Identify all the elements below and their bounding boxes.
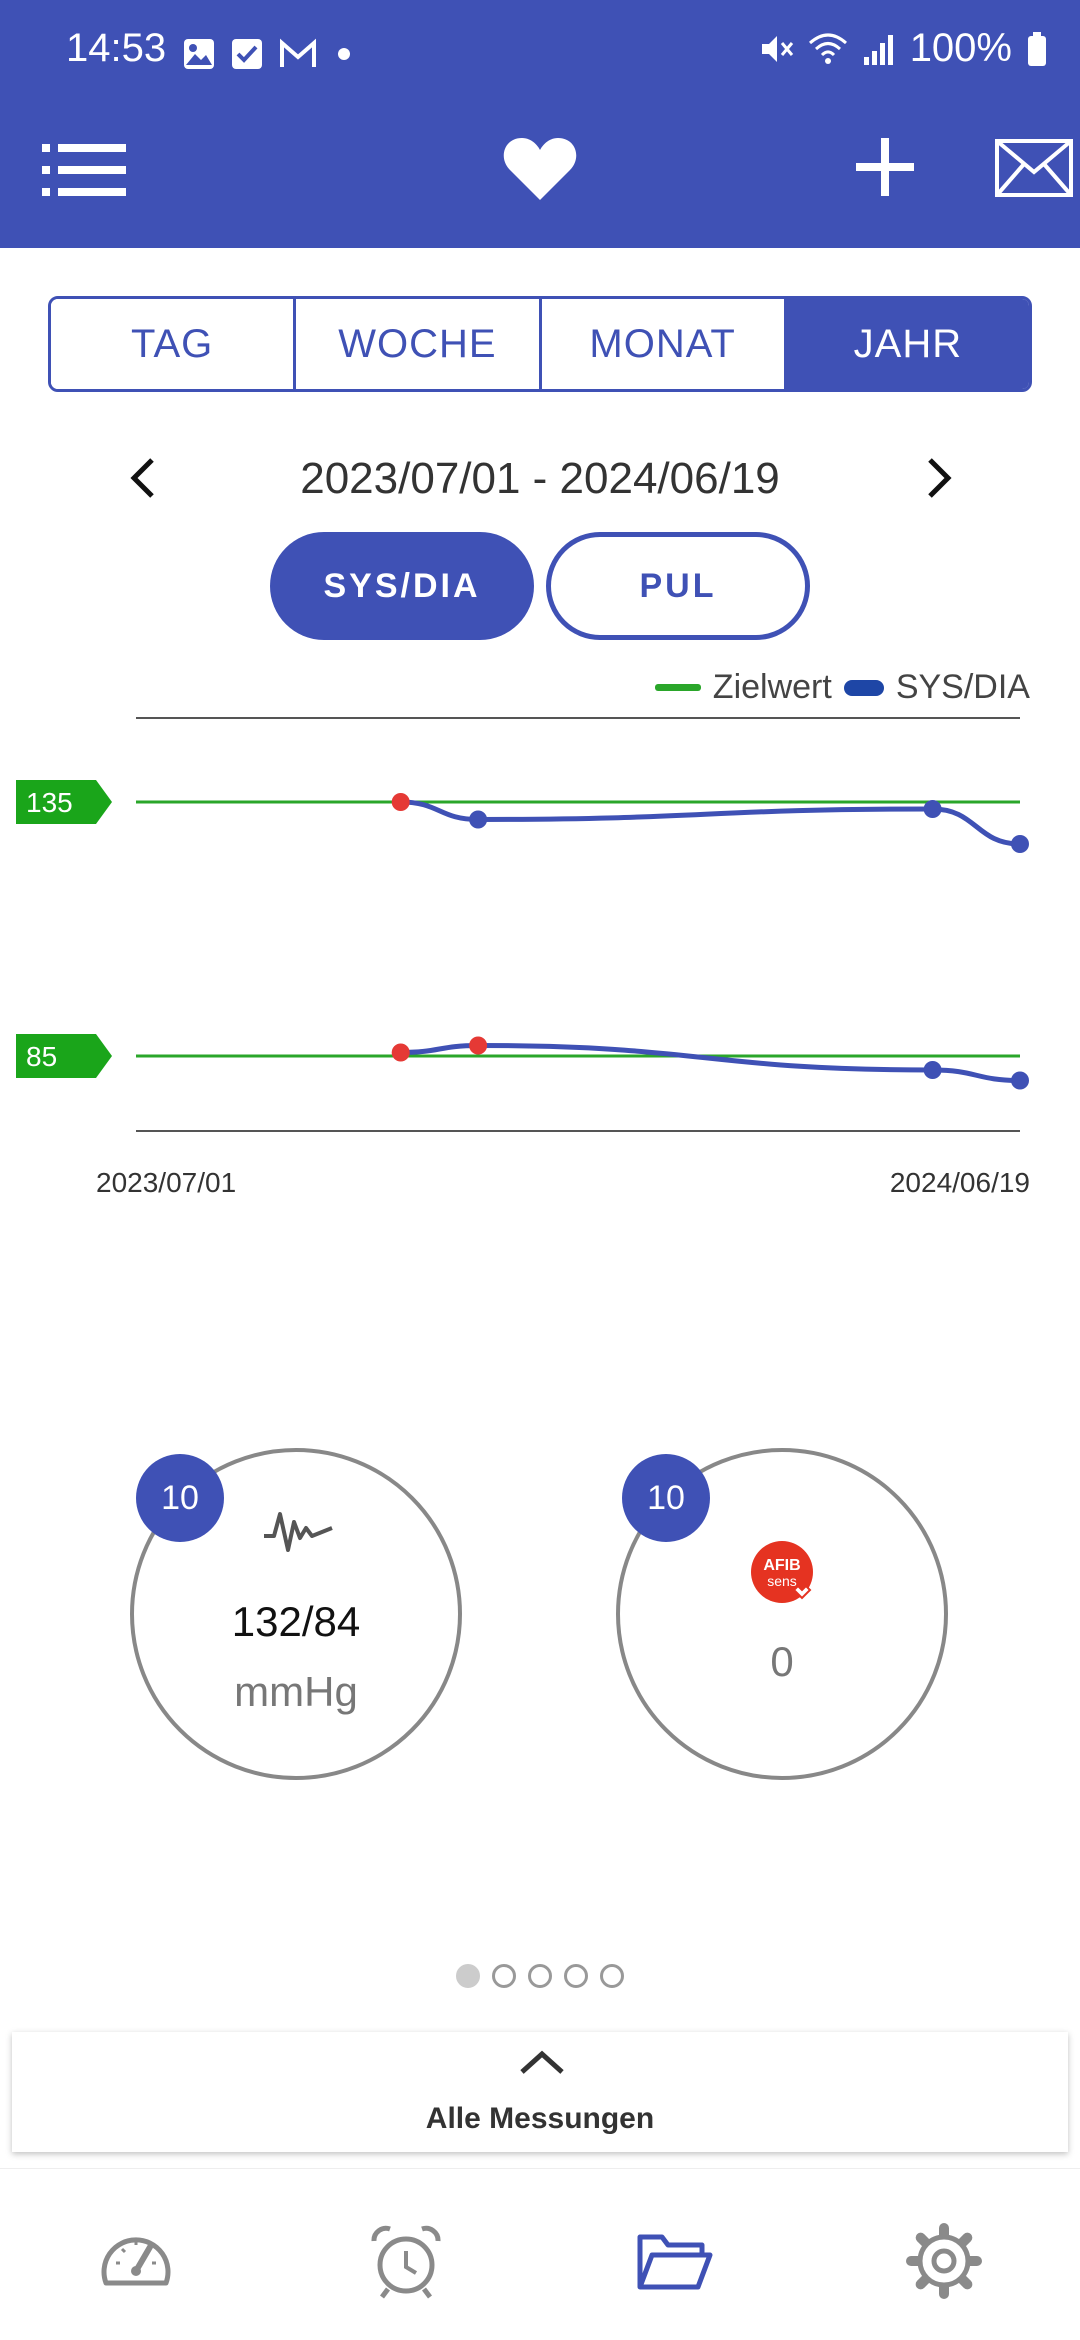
folder-icon[interactable]	[634, 2221, 714, 2301]
alarm-clock-icon[interactable]	[366, 2221, 446, 2301]
status-bar: 14:53 100%	[0, 0, 1080, 104]
tab-tag[interactable]: TAG	[51, 299, 297, 389]
pulse-wave-icon	[264, 1512, 333, 1552]
mail-icon[interactable]	[994, 138, 1074, 198]
target-tag	[16, 780, 112, 824]
signal-icon	[863, 34, 893, 65]
data-point	[391, 1043, 410, 1062]
gmail-icon	[280, 38, 316, 67]
target-tag-label: 85	[26, 1041, 57, 1072]
all-measurements-label[interactable]: Alle Messungen	[425, 2102, 655, 2135]
battery-icon	[1028, 31, 1046, 66]
page-dot[interactable]	[528, 1964, 552, 1988]
bottom-navigation	[0, 2168, 1080, 2340]
data-point	[469, 810, 488, 829]
target-tag-label: 135	[26, 787, 73, 818]
app-bar	[0, 104, 1080, 248]
legend-series-swatch	[843, 679, 884, 696]
add-icon[interactable]	[856, 138, 914, 196]
x-start-label: 2023/07/01	[96, 1167, 236, 1198]
data-point	[391, 793, 410, 811]
bp-summary-circle[interactable]	[130, 1448, 462, 1780]
tab-woche[interactable]: WOCHE	[296, 299, 542, 389]
x-end-label: 2024/06/19	[890, 1167, 1030, 1198]
afib-logo-top: AFIB	[763, 1557, 800, 1574]
page-dot[interactable]	[492, 1964, 516, 1988]
afib-value: 0	[770, 1638, 794, 1685]
data-point	[923, 800, 942, 818]
data-point	[923, 1061, 942, 1079]
wifi-icon	[808, 33, 847, 64]
legend-target-label: Zielwert	[712, 668, 832, 706]
page-dot[interactable]	[564, 1964, 588, 1988]
data-point	[469, 1036, 488, 1055]
status-notification-icons	[182, 34, 356, 74]
target-tag	[16, 1034, 112, 1078]
series-line-dia	[400, 1042, 1021, 1083]
bp-unit: mmHg	[234, 1668, 358, 1715]
data-point	[1011, 835, 1029, 853]
mute-icon	[761, 35, 793, 62]
afib-summary-circle[interactable]	[616, 1448, 948, 1780]
chevron-up-icon[interactable]	[518, 2048, 566, 2078]
chevron-left-icon[interactable]	[126, 456, 160, 500]
bp-count-badge: 10	[136, 1454, 224, 1542]
afib-sens-logo: AFIB sens	[751, 1541, 813, 1603]
legend-series-label: SYS/DIA	[895, 668, 1030, 706]
status-time: 14:53	[66, 26, 167, 70]
date-range-text: 2023/07/01 - 2024/06/19	[300, 454, 780, 503]
chart-legend: Zielwert SYS/DIA	[654, 668, 1030, 707]
all-measurements-panel[interactable]: Alle Messungen	[12, 2032, 1068, 2152]
bp-average-value: 132/84	[231, 1598, 361, 1645]
menu-list-icon[interactable]	[42, 140, 126, 200]
tab-monat[interactable]: MONAT	[541, 299, 787, 389]
data-point	[1011, 1071, 1029, 1090]
series-line-sys	[400, 799, 1021, 847]
date-range-row: 2023/07/01 - 2024/06/19	[0, 440, 1080, 516]
status-right: 100%	[758, 26, 1048, 71]
page-indicator	[0, 1964, 1080, 1988]
afib-count-badge: 10	[622, 1454, 710, 1542]
sysdia-toggle-button[interactable]: SYS/DIA	[270, 532, 534, 640]
afib-logo-bottom: sens	[767, 1573, 797, 1589]
dot-icon	[338, 48, 350, 60]
checkbox-icon	[232, 39, 262, 69]
period-tabs: TAG WOCHE MONAT JAHR	[48, 296, 1032, 392]
settings-gear-icon[interactable]	[904, 2221, 984, 2301]
battery-percent: 100%	[909, 26, 1012, 70]
pul-toggle-button[interactable]: PUL	[546, 532, 810, 640]
tab-jahr[interactable]: JAHR	[786, 299, 1029, 389]
heart-icon[interactable]	[502, 134, 578, 204]
chevron-right-icon[interactable]	[922, 456, 956, 500]
bp-line-chart: 135 85 2023/07/01 2024/06/19	[16, 717, 1030, 1198]
legend-target-swatch	[654, 684, 701, 691]
gauge-icon[interactable]	[96, 2221, 176, 2301]
page-dot[interactable]	[600, 1964, 624, 1988]
image-icon	[184, 39, 214, 69]
page-dot[interactable]	[456, 1964, 480, 1988]
